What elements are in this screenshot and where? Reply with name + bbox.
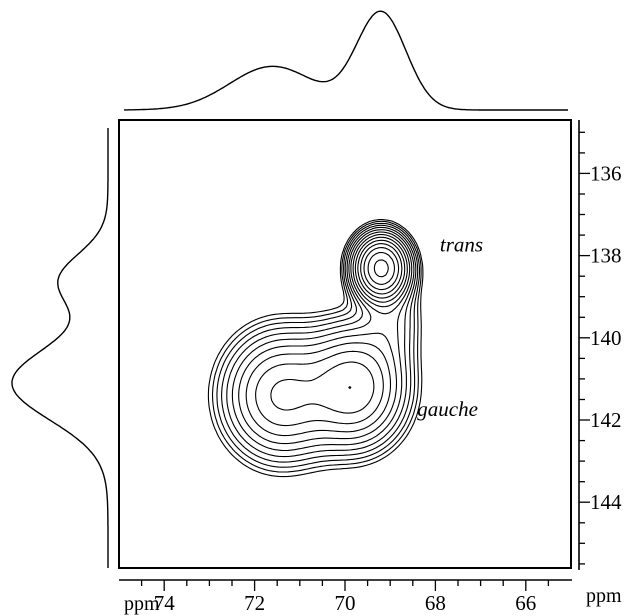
contour-level-11 <box>348 243 403 390</box>
plot-frame <box>118 119 572 569</box>
contour-level-14 <box>373 259 389 278</box>
contour-level-12 <box>363 247 400 291</box>
contour-level-5 <box>226 226 417 458</box>
x-tick-label: 68 <box>425 591 446 615</box>
contour-level-1 <box>207 219 424 478</box>
contour-plot <box>207 219 424 478</box>
x-tick-label: 70 <box>335 591 356 615</box>
x-axis-ticks <box>140 580 550 591</box>
y-tick-label: 138 <box>590 244 622 268</box>
y-tick-label: 136 <box>590 161 622 185</box>
contour-level-3 <box>216 222 421 468</box>
contour-level-10 <box>270 239 406 414</box>
y-axis-unit-label: ppm <box>586 585 622 607</box>
x-tick-label: 74 <box>154 591 176 615</box>
contour-level-6 <box>231 229 415 452</box>
contour-level-4 <box>221 224 419 463</box>
y-axis-tick-labels: 136 138 140 142 144 <box>590 161 622 514</box>
peak-label-gauche: gauche <box>417 397 478 421</box>
x-axis-unit-label: ppm <box>124 593 160 615</box>
contour-level-13 <box>367 251 396 285</box>
x-axis-tick-labels: 74 72 70 68 66 <box>154 591 537 615</box>
contour-level-7 <box>238 231 413 445</box>
contour-level-9 <box>255 236 408 427</box>
f1-projection-trace <box>11 128 109 568</box>
y-tick-label: 140 <box>590 326 622 350</box>
contour-level-8 <box>245 233 411 437</box>
peak-label-trans: trans <box>440 233 483 257</box>
x-tick-label: 66 <box>515 591 536 615</box>
contour-level-2 <box>211 220 422 473</box>
y-tick-label: 142 <box>590 408 622 432</box>
y-axis-ticks <box>579 131 590 565</box>
peak-annotations: trans gauche <box>417 233 483 421</box>
f2-projection-trace <box>124 10 568 111</box>
y-tick-label: 144 <box>590 490 622 514</box>
x-tick-label: 72 <box>244 591 265 615</box>
